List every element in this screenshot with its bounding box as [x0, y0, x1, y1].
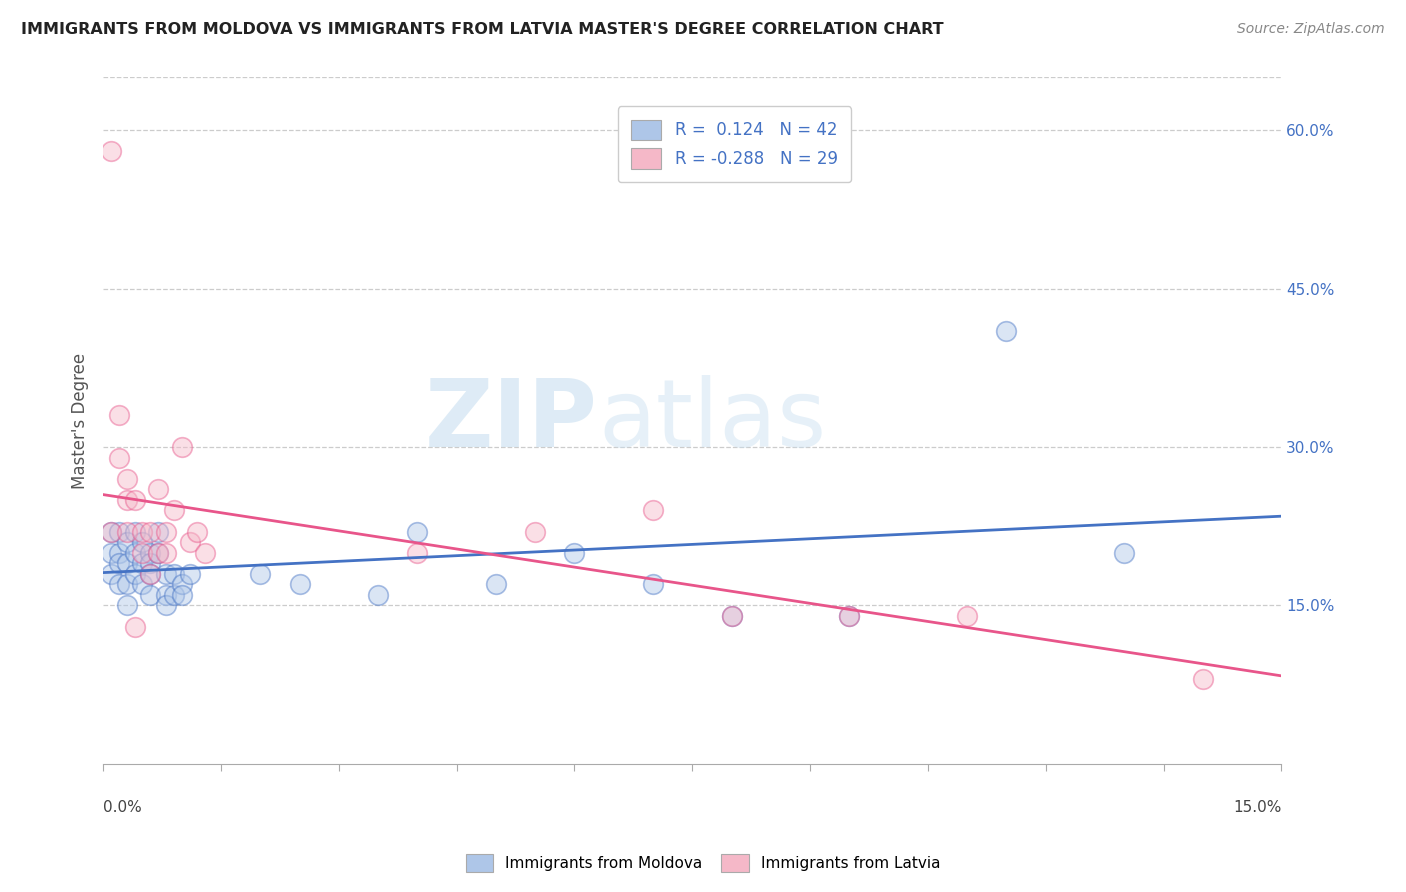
Point	[288, 577, 311, 591]
Text: IMMIGRANTS FROM MOLDOVA VS IMMIGRANTS FROM LATVIA MASTER'S DEGREE CORRELATION CH: IMMIGRANTS FROM MOLDOVA VS IMMIGRANTS FR…	[21, 22, 943, 37]
Point	[131, 535, 153, 549]
Point	[124, 492, 146, 507]
Point	[406, 524, 429, 539]
Text: ZIP: ZIP	[425, 375, 598, 467]
Point	[139, 566, 162, 581]
Point	[1114, 546, 1136, 560]
Point	[406, 546, 429, 560]
Point	[838, 609, 860, 624]
Text: 0.0%: 0.0%	[103, 799, 142, 814]
Point	[1192, 673, 1215, 687]
Point	[163, 588, 186, 602]
Text: Source: ZipAtlas.com: Source: ZipAtlas.com	[1237, 22, 1385, 37]
Point	[163, 503, 186, 517]
Point	[524, 524, 547, 539]
Point	[100, 145, 122, 159]
Point	[146, 524, 169, 539]
Point	[720, 609, 742, 624]
Point	[367, 588, 389, 602]
Point	[155, 566, 177, 581]
Legend: R =  0.124   N = 42, R = -0.288   N = 29: R = 0.124 N = 42, R = -0.288 N = 29	[619, 106, 851, 182]
Point	[115, 524, 138, 539]
Point	[139, 546, 162, 560]
Y-axis label: Master's Degree: Master's Degree	[72, 352, 89, 489]
Point	[115, 599, 138, 613]
Point	[108, 524, 131, 539]
Point	[100, 566, 122, 581]
Point	[131, 546, 153, 560]
Point	[139, 566, 162, 581]
Point	[115, 556, 138, 570]
Point	[108, 409, 131, 423]
Point	[139, 556, 162, 570]
Point	[995, 324, 1018, 338]
Point	[170, 588, 193, 602]
Text: 15.0%: 15.0%	[1233, 799, 1281, 814]
Point	[146, 546, 169, 560]
Point	[641, 503, 664, 517]
Text: atlas: atlas	[598, 375, 827, 467]
Point	[155, 599, 177, 613]
Point	[115, 535, 138, 549]
Point	[155, 524, 177, 539]
Point	[115, 492, 138, 507]
Point	[100, 546, 122, 560]
Point	[108, 450, 131, 465]
Point	[838, 609, 860, 624]
Point	[170, 577, 193, 591]
Point	[146, 483, 169, 497]
Point	[146, 546, 169, 560]
Point	[564, 546, 586, 560]
Point	[194, 546, 217, 560]
Point	[155, 588, 177, 602]
Point	[100, 524, 122, 539]
Point	[124, 546, 146, 560]
Point	[179, 535, 201, 549]
Point	[131, 577, 153, 591]
Point	[641, 577, 664, 591]
Point	[956, 609, 979, 624]
Point	[124, 524, 146, 539]
Point	[124, 619, 146, 633]
Point	[186, 524, 208, 539]
Point	[131, 556, 153, 570]
Point	[131, 524, 153, 539]
Point	[249, 566, 271, 581]
Legend: Immigrants from Moldova, Immigrants from Latvia: Immigrants from Moldova, Immigrants from…	[458, 846, 948, 880]
Point	[124, 566, 146, 581]
Point	[108, 577, 131, 591]
Point	[100, 524, 122, 539]
Point	[139, 588, 162, 602]
Point	[108, 546, 131, 560]
Point	[115, 577, 138, 591]
Point	[179, 566, 201, 581]
Point	[163, 566, 186, 581]
Point	[720, 609, 742, 624]
Point	[170, 440, 193, 454]
Point	[485, 577, 508, 591]
Point	[115, 472, 138, 486]
Point	[139, 524, 162, 539]
Point	[155, 546, 177, 560]
Point	[108, 556, 131, 570]
